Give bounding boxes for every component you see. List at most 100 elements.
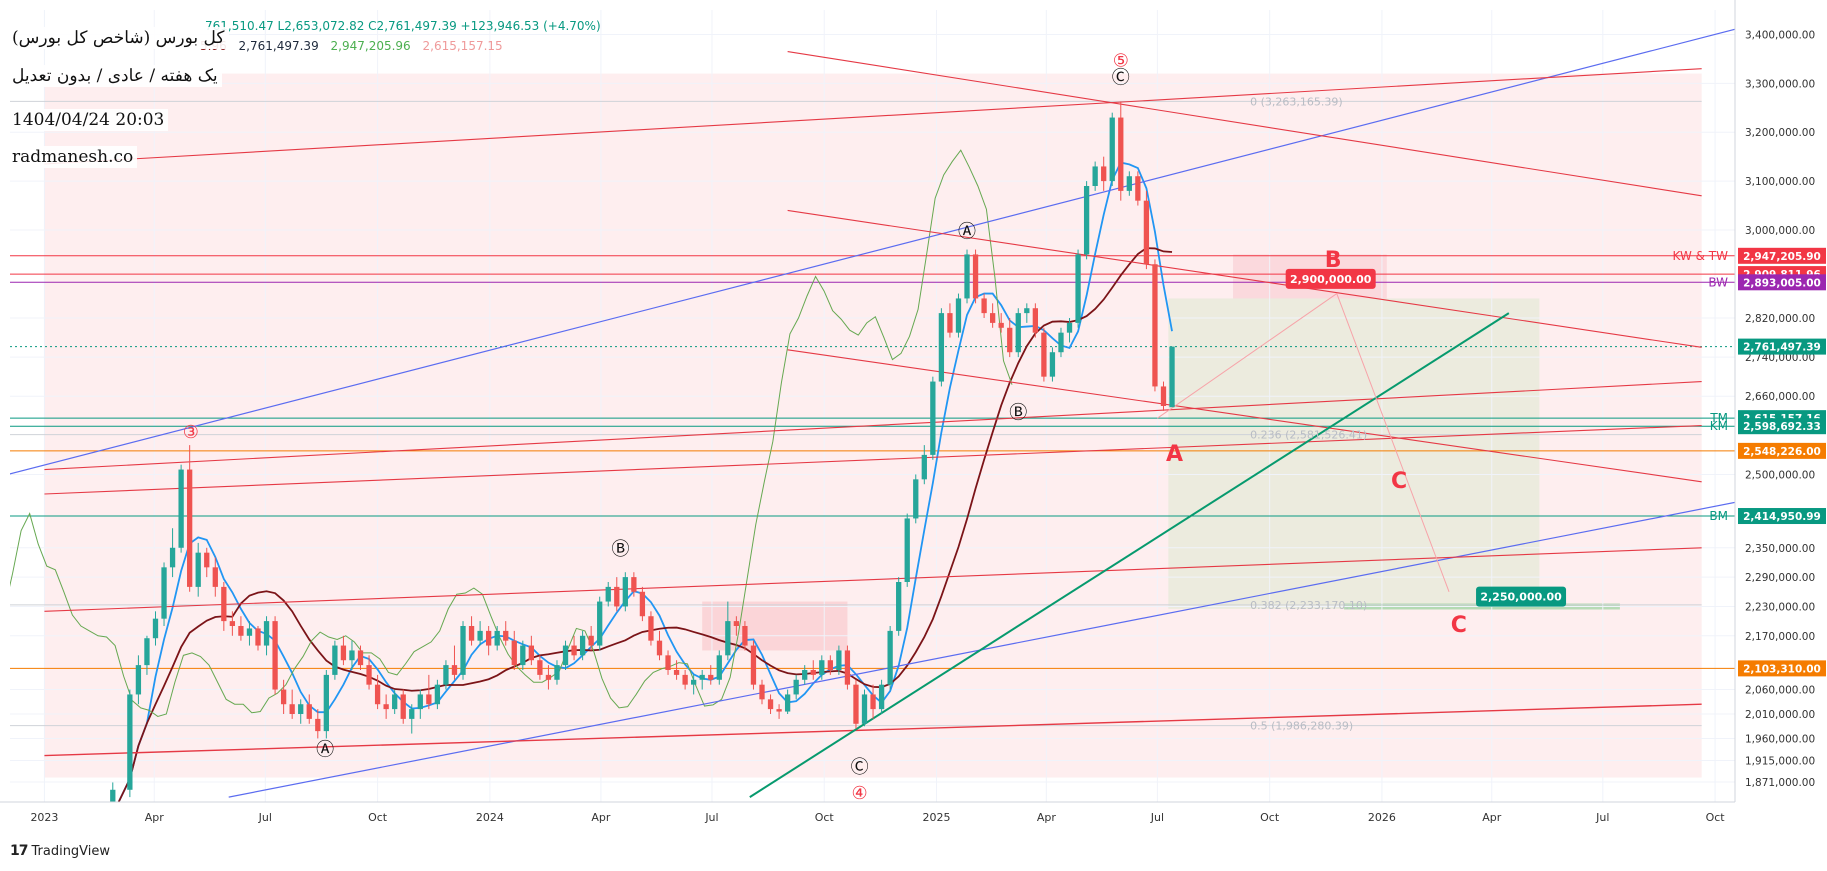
candle bbox=[861, 694, 868, 724]
y-tick-label: 2,350,000.00 bbox=[1745, 543, 1815, 555]
chart-datetime: 1404/04/24 20:03 bbox=[8, 109, 169, 131]
x-tick-label: Jul bbox=[258, 811, 272, 824]
red-line-2 bbox=[44, 381, 1702, 471]
candle bbox=[306, 704, 312, 719]
header-ohlc: 761,510.47 L2,653,072.82 C2,761,497.39 +… bbox=[205, 19, 601, 33]
green-projection-zone bbox=[1168, 298, 1540, 609]
candle bbox=[938, 313, 945, 382]
candle bbox=[665, 655, 671, 670]
candle bbox=[221, 586, 227, 622]
candle bbox=[280, 689, 287, 705]
projection-path-1 bbox=[1157, 293, 1338, 419]
candle bbox=[836, 650, 842, 670]
tradingview-brand[interactable]: TradingView bbox=[31, 843, 111, 859]
callout-box bbox=[1476, 586, 1567, 607]
candle bbox=[298, 704, 304, 714]
candle bbox=[699, 674, 705, 680]
wave-labels: ③ ④ ⑤ Ⓐ Ⓑ Ⓒ Ⓐ Ⓑ Ⓒ A B C C 0 (3,263,165.39) 0.236 (2,58… bbox=[183, 50, 1567, 804]
candle bbox=[204, 552, 210, 568]
candle bbox=[443, 665, 449, 685]
candle bbox=[913, 479, 919, 519]
candle bbox=[135, 665, 142, 695]
y-tick-label: 2,820,000.00 bbox=[1745, 313, 1815, 325]
candle bbox=[169, 547, 176, 568]
x-tick-label: Jul bbox=[1150, 811, 1164, 824]
candle bbox=[802, 670, 808, 680]
candle bbox=[161, 567, 167, 619]
candle bbox=[904, 518, 910, 582]
candle bbox=[494, 630, 500, 646]
wave-label: ④ bbox=[852, 783, 868, 804]
price-badge bbox=[1738, 508, 1826, 525]
candle bbox=[545, 674, 552, 680]
price-badge-text: 2,548,226.00 bbox=[1743, 446, 1821, 458]
ind-value-3: 2,947,205.96 bbox=[330, 39, 411, 53]
candle bbox=[742, 626, 748, 646]
candle bbox=[340, 645, 347, 661]
candle bbox=[357, 650, 364, 666]
price-badge-text: 2,598,692.33 bbox=[1743, 421, 1821, 433]
candle bbox=[511, 640, 517, 666]
candle bbox=[981, 298, 987, 314]
candle bbox=[972, 254, 979, 299]
red-line-5 bbox=[787, 209, 1702, 348]
candle bbox=[537, 660, 543, 675]
x-tick-label: Oct bbox=[1260, 811, 1280, 824]
projection-path-2 bbox=[1336, 293, 1450, 592]
candle bbox=[1024, 308, 1030, 314]
price-level-name: TM bbox=[1709, 411, 1728, 425]
candle bbox=[571, 645, 577, 656]
blue-channel-lower bbox=[228, 501, 1735, 798]
wave-label: Ⓒ bbox=[851, 757, 869, 778]
x-tick-label: 2024 bbox=[476, 811, 504, 824]
wave-label: Ⓐ bbox=[958, 221, 976, 242]
red-line-7 bbox=[44, 425, 1702, 495]
tradingview-logo-icon[interactable]: 17 bbox=[10, 843, 29, 859]
candle bbox=[733, 621, 740, 626]
candle bbox=[434, 684, 441, 705]
candle bbox=[691, 679, 697, 685]
candle bbox=[716, 655, 722, 680]
candle bbox=[426, 694, 432, 705]
x-tick-label: Jul bbox=[1595, 811, 1609, 824]
candle bbox=[725, 621, 731, 656]
candles bbox=[110, 101, 1175, 802]
x-tick-label: Apr bbox=[1482, 811, 1502, 824]
candle bbox=[776, 709, 782, 712]
callout-box bbox=[1285, 268, 1376, 289]
candle bbox=[451, 665, 458, 675]
candle bbox=[597, 601, 603, 646]
candle bbox=[110, 789, 116, 802]
candle bbox=[1083, 186, 1090, 255]
candle bbox=[263, 621, 270, 646]
price-badge bbox=[1738, 247, 1826, 264]
candle bbox=[784, 694, 791, 712]
wave-label: C bbox=[1451, 613, 1467, 638]
y-tick-label: 2,290,000.00 bbox=[1745, 572, 1815, 584]
candle bbox=[366, 665, 372, 685]
x-tick-label: Apr bbox=[145, 811, 165, 824]
candle bbox=[750, 645, 757, 685]
price-level-name: BM bbox=[1709, 509, 1728, 523]
candle bbox=[187, 469, 193, 587]
candle bbox=[554, 665, 560, 680]
footer: 17 TradingView bbox=[10, 843, 110, 859]
ind-value-4: 2,615,157.15 bbox=[422, 39, 503, 53]
candle bbox=[631, 577, 637, 592]
y-tick-label: 3,400,000.00 bbox=[1745, 29, 1815, 41]
y-tick-label: 2,170,000.00 bbox=[1745, 631, 1815, 643]
candle bbox=[417, 694, 423, 710]
fib-label: 0.382 (2,233,170.10) bbox=[1250, 599, 1367, 612]
candle bbox=[1109, 117, 1115, 182]
candle bbox=[639, 591, 646, 617]
wave-label: Ⓑ bbox=[1009, 402, 1027, 423]
blue-channel-upper bbox=[10, 28, 1735, 475]
candle bbox=[374, 684, 381, 705]
candle bbox=[947, 313, 953, 333]
candle bbox=[767, 699, 774, 710]
ind-value-2: 2,761,497.39 bbox=[238, 39, 319, 53]
wave-label: ⑤ bbox=[1113, 50, 1129, 71]
candle bbox=[1058, 332, 1064, 353]
y-tick-label: 2,660,000.00 bbox=[1745, 391, 1815, 403]
